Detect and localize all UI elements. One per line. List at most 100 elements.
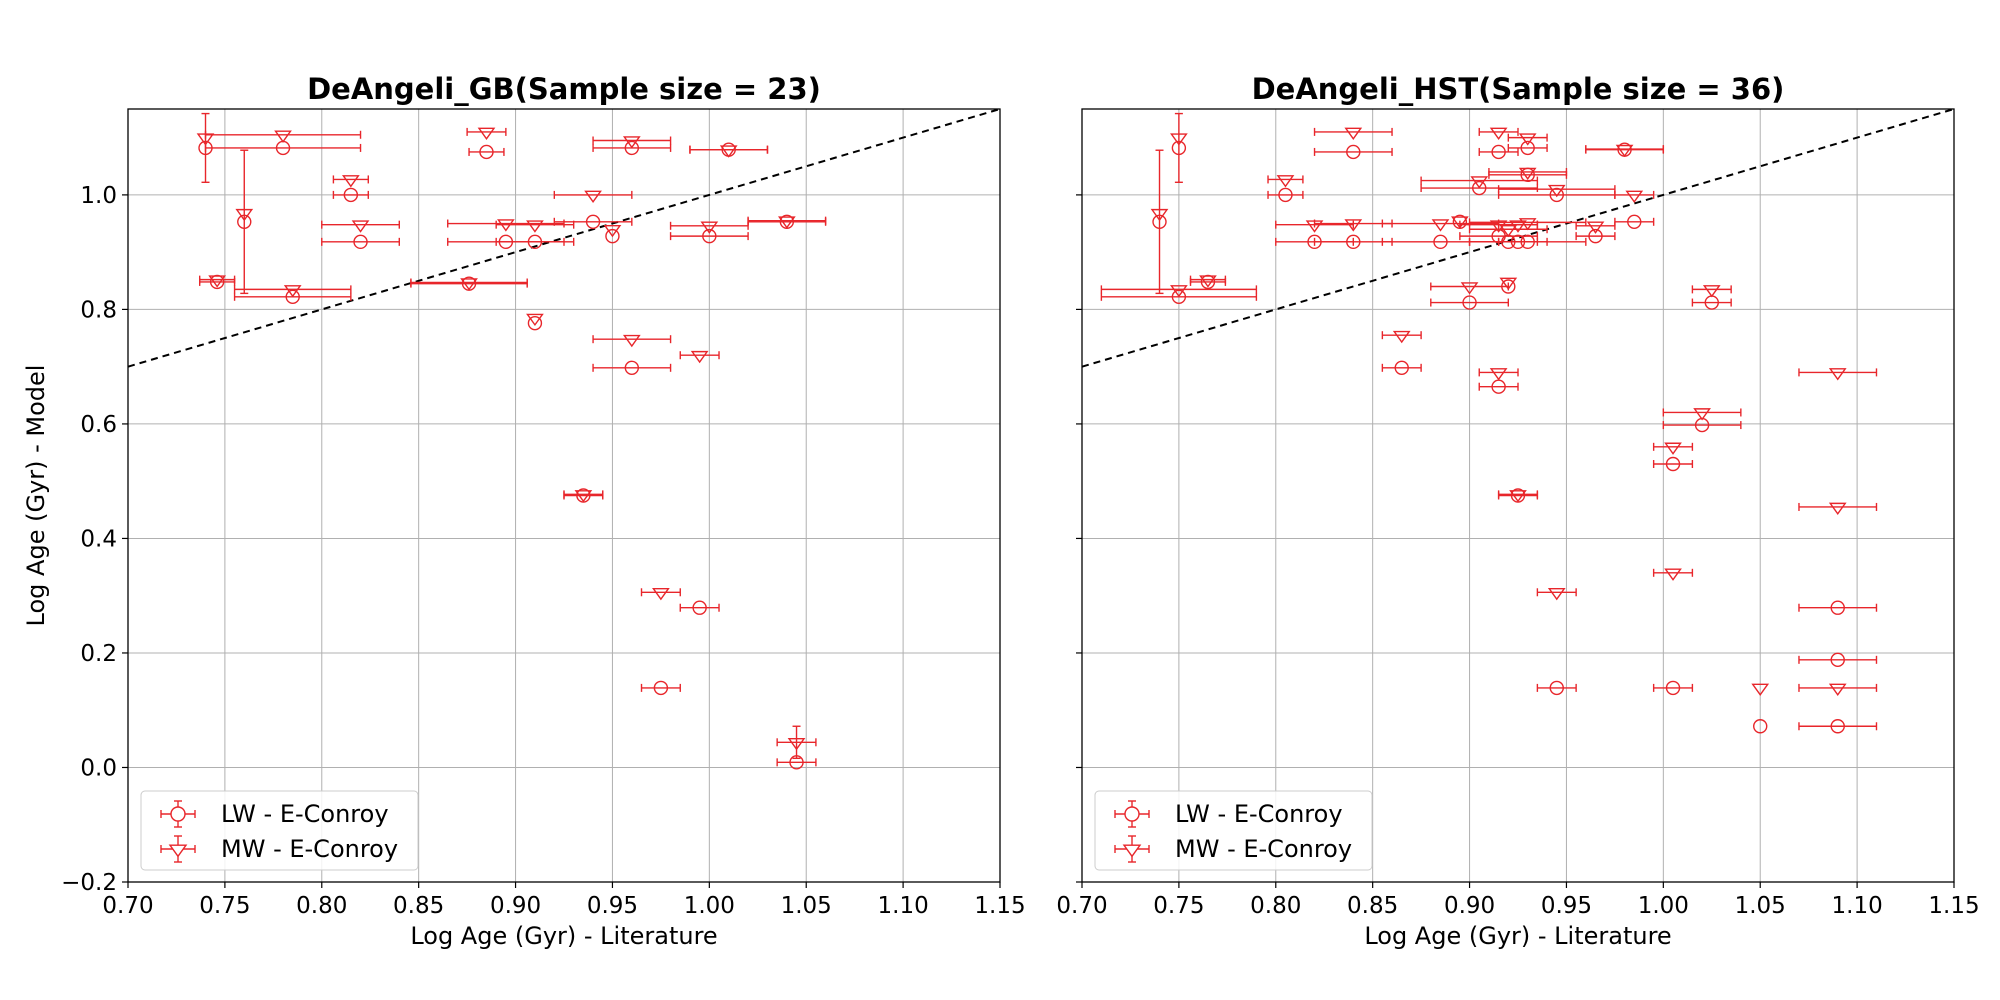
- data-point-mw: [1170, 133, 1188, 146]
- x-tick-label: 0.95: [587, 893, 638, 919]
- data-point-mw: [466, 127, 507, 140]
- data-point-lw: [1652, 456, 1694, 472]
- data-point-mw: [1614, 190, 1655, 203]
- chart-title-gb: DeAngeli_GB(Sample size = 23): [307, 72, 821, 106]
- x-tick-label: 1.00: [1638, 893, 1689, 919]
- data-point-mw: [1451, 216, 1469, 229]
- data-point-mw: [1798, 368, 1878, 381]
- reference-line-gb: [127, 108, 1001, 368]
- data-point-mw: [1478, 368, 1519, 381]
- data-point-mw: [563, 490, 604, 503]
- data-point-mw: [235, 208, 254, 222]
- chart-panel-hst: 0.70 0.75 0.80 0.85 0.90 0.95 1.00 1.05 1.10 1.15…: [1056, 72, 1979, 950]
- data-point-mw: [603, 224, 622, 238]
- data-point-mw: [776, 725, 817, 760]
- data-point-mw: [689, 145, 769, 158]
- x-tick-label: 1.15: [974, 893, 1025, 919]
- data-point-lw: [679, 600, 720, 615]
- data-point-mw: [592, 136, 672, 149]
- legend-hst: LW - E-Conroy MW - E-Conroy: [1094, 790, 1373, 871]
- legend-box-hst: [1094, 790, 1373, 871]
- data-point-lw: [1468, 234, 1587, 250]
- data-point-lw: [1652, 680, 1694, 696]
- x-ticks-hst: 0.70 0.75 0.80 0.85 0.90 0.95 1.00 1.05 1.10 1.15: [1056, 882, 1980, 919]
- data-point-mw: [1751, 683, 1770, 696]
- x-tick-label: 1.05: [1735, 893, 1786, 919]
- y-tick-label: 0.8: [80, 297, 117, 323]
- y-ticks-gb: −0.2 0.0 0.2 0.4 0.6 0.8 1.0: [61, 183, 128, 896]
- data-point-lw: [1313, 234, 1393, 250]
- data-point-mw: [669, 221, 749, 234]
- legend-symbol-mw-hst: [1114, 835, 1150, 863]
- data-point-lw: [1798, 600, 1878, 615]
- data-point-mw: [1662, 408, 1742, 421]
- data-point-lw: [1430, 295, 1510, 310]
- data-point-lw: [527, 315, 543, 331]
- data-point-lw: [1152, 149, 1167, 295]
- data-point-mw: [1652, 442, 1694, 455]
- data-point-mw: [1267, 175, 1304, 188]
- data-point-mw: [1313, 219, 1393, 232]
- legend-box-gb: [140, 790, 419, 871]
- y-tick-label: 0.2: [80, 641, 117, 667]
- reference-line-hst: [1081, 108, 1955, 368]
- data-point-mw: [640, 587, 681, 601]
- data-point-lw: [1171, 112, 1187, 183]
- data-point-lw: [332, 187, 369, 203]
- data-point-mw: [1536, 587, 1577, 601]
- data-point-mw: [1499, 277, 1518, 290]
- legend-symbol-lw-gb: [160, 800, 196, 828]
- data-point-lw: [1267, 187, 1304, 203]
- marks-hst: [1100, 112, 1878, 734]
- data-point-lw: [321, 234, 400, 250]
- data-point-mw: [495, 220, 575, 233]
- data-point-mw: [321, 220, 400, 233]
- data-point-mw: [1150, 208, 1169, 222]
- data-point-lw: [592, 360, 672, 376]
- legend-gb: LW - E-Conroy MW - E-Conroy: [140, 790, 419, 871]
- x-tick-label: 0.85: [393, 893, 444, 919]
- legend-label-mw-gb: MW - E-Conroy: [221, 835, 398, 863]
- x-tick-label: 1.10: [878, 893, 929, 919]
- data-point-mw: [1691, 285, 1732, 298]
- data-point-mw: [410, 278, 528, 291]
- data-point-mw: [679, 350, 720, 364]
- x-tick-label: 1.15: [1928, 893, 1979, 919]
- y-tick-label: −0.2: [61, 870, 117, 896]
- plot-frame-hst: [1081, 108, 1955, 883]
- data-point-mw: [1798, 683, 1878, 696]
- data-point-mw: [747, 216, 827, 229]
- data-point-mw: [1478, 127, 1519, 140]
- data-point-mw: [1575, 221, 1616, 234]
- x-tick-label: 0.70: [1056, 893, 1107, 919]
- data-point-lw: [237, 149, 252, 295]
- data-point-mw: [332, 175, 369, 188]
- x-ticks-gb: 0.70 0.75 0.80 0.85 0.90 0.95 1.00 1.05 1.10 1.15: [102, 882, 1026, 919]
- data-point-mw: [1313, 127, 1393, 140]
- data-point-lw: [1536, 680, 1577, 696]
- data-point-lw: [1798, 719, 1878, 734]
- data-point-lw: [605, 228, 620, 244]
- data-point-lw: [1313, 144, 1393, 160]
- x-axis-label-gb: Log Age (Gyr) - Literature: [410, 922, 717, 950]
- data-point-mw: [1381, 330, 1422, 344]
- data-point-mw: [204, 130, 362, 143]
- x-tick-label: 0.80: [296, 893, 347, 919]
- identity-line: [1081, 108, 1955, 368]
- x-axis-label-hst: Log Age (Gyr) - Literature: [1364, 922, 1671, 950]
- legend-label-mw-hst: MW - E-Conroy: [1175, 835, 1352, 863]
- data-point-mw: [1488, 167, 1568, 181]
- data-point-mw: [1507, 133, 1548, 146]
- x-tick-label: 0.70: [102, 893, 153, 919]
- x-tick-label: 0.85: [1347, 893, 1398, 919]
- data-point-mw: [1100, 285, 1258, 298]
- data-point-lw: [640, 680, 681, 696]
- data-point-mw: [1798, 502, 1878, 516]
- data-point-mw: [233, 285, 352, 298]
- data-point-lw: [1507, 140, 1548, 156]
- data-point-lw: [669, 228, 749, 244]
- data-point-mw: [1468, 224, 1548, 238]
- legend-label-lw-hst: LW - E-Conroy: [1175, 800, 1343, 828]
- y-ticks-hst: [1076, 194, 1082, 883]
